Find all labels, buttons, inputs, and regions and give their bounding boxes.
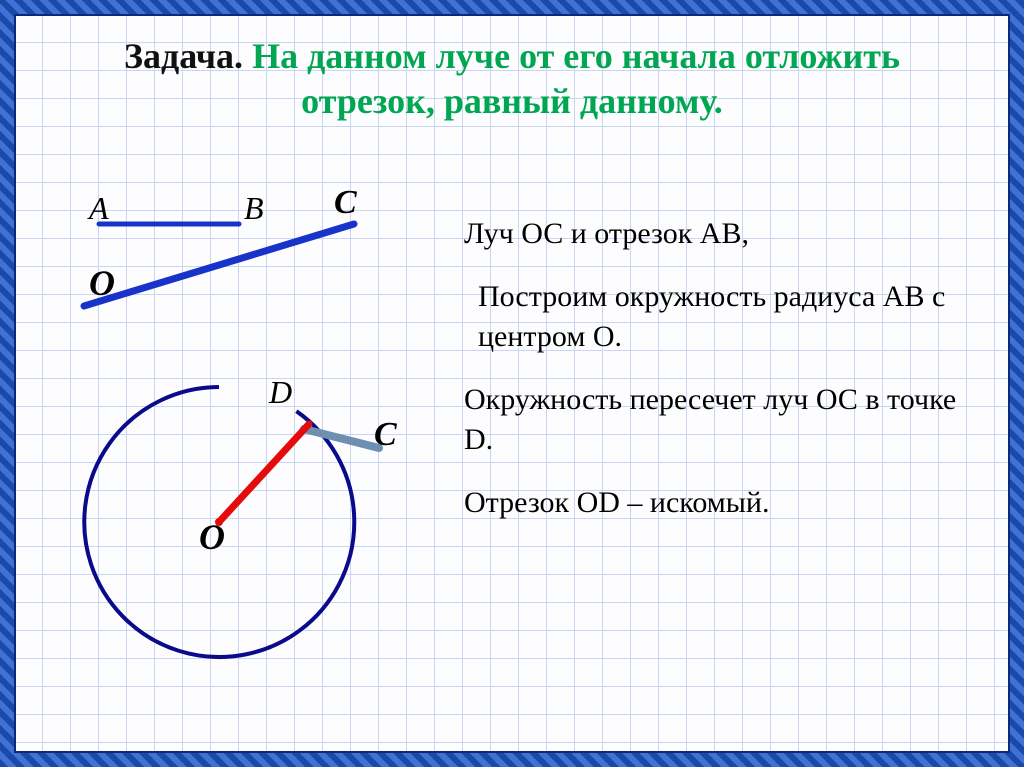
label-b: В bbox=[244, 190, 264, 227]
segment-od bbox=[219, 424, 309, 522]
label-a: А bbox=[89, 190, 109, 227]
step-intersection: Окружность пересечет луч ОС в точке D. bbox=[464, 380, 980, 461]
label-o-top: О bbox=[89, 262, 115, 304]
slide-title: Задача. На данном луче от его начала отл… bbox=[14, 34, 1010, 124]
title-prefix: Задача. bbox=[124, 36, 243, 76]
solution-steps: Луч ОС и отрезок АВ, Построим окружность… bbox=[464, 214, 980, 545]
label-c-top: С bbox=[334, 184, 357, 222]
label-o-low: О bbox=[199, 516, 225, 558]
slide-page: Задача. На данном луче от его начала отл… bbox=[0, 0, 1024, 767]
step-result: Отрезок ОD – искомый. bbox=[464, 483, 980, 524]
ray-oc-outer bbox=[304, 429, 379, 448]
geometry-diagram: А В С О D С О bbox=[44, 184, 464, 704]
title-body: На данном луче от его начала отложить от… bbox=[243, 36, 900, 121]
label-d: D bbox=[269, 374, 292, 411]
ray-oc-top bbox=[84, 224, 354, 306]
step-construct-circle: Построим окружность радиуса АВ с центром… bbox=[464, 277, 980, 358]
content-layer: Задача. На данном луче от его начала отл… bbox=[14, 14, 1010, 753]
step-given: Луч ОС и отрезок АВ, bbox=[464, 214, 980, 255]
label-c-low: С bbox=[374, 416, 397, 454]
